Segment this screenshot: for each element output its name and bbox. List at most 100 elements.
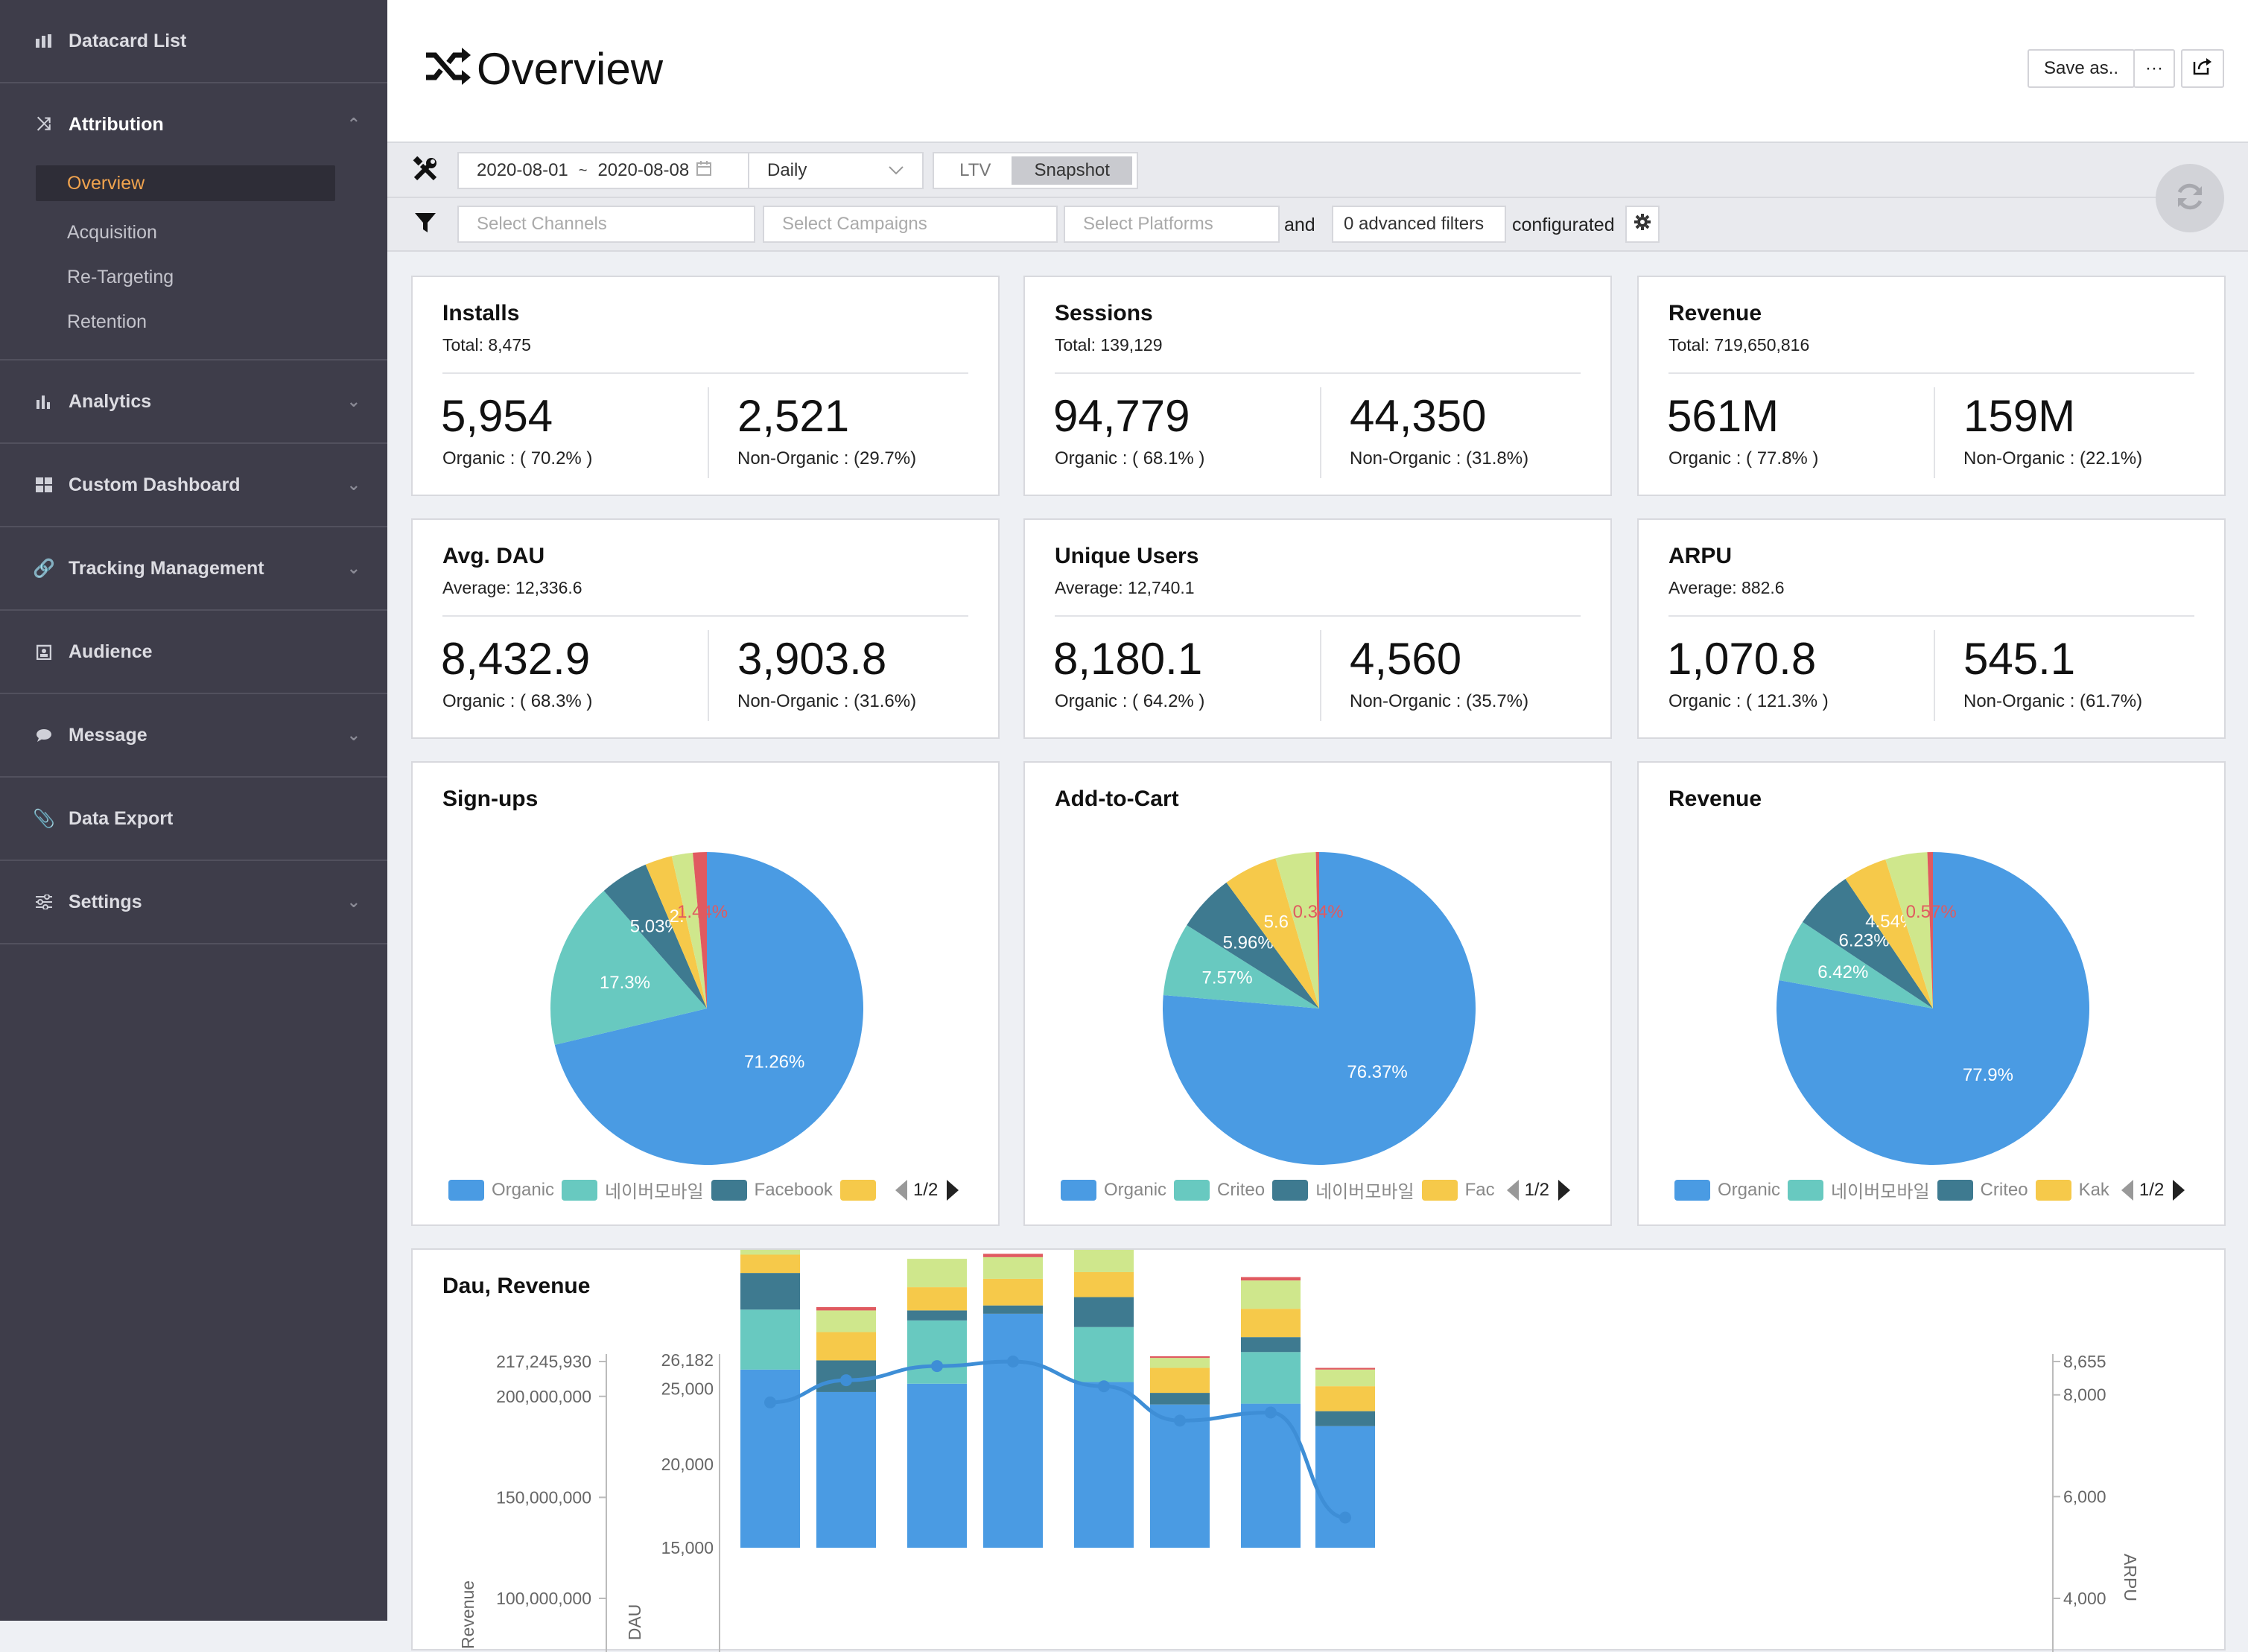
- bar-segment[interactable]: [983, 1278, 1043, 1306]
- pie-slice[interactable]: [1163, 925, 1319, 1008]
- bar-segment[interactable]: [907, 1320, 967, 1384]
- pie-slice[interactable]: [1802, 878, 1933, 1008]
- sidebar-item-audience[interactable]: Audience: [0, 611, 387, 693]
- revenue-point[interactable]: [1007, 1356, 1019, 1367]
- bar-segment[interactable]: [1315, 1411, 1375, 1426]
- bar-segment[interactable]: [1074, 1327, 1134, 1382]
- revenue-point[interactable]: [1098, 1380, 1110, 1393]
- next-page-icon[interactable]: [1558, 1179, 1570, 1201]
- pie-slice[interactable]: [1315, 852, 1319, 1008]
- bar-segment[interactable]: [1150, 1356, 1210, 1359]
- revenue-point[interactable]: [1339, 1511, 1351, 1524]
- legend-item[interactable]: Criteo: [1937, 1179, 2028, 1201]
- pie-slice[interactable]: [645, 856, 707, 1008]
- bar-segment[interactable]: [740, 1250, 800, 1255]
- bar-segment[interactable]: [983, 1257, 1043, 1279]
- bar-segment[interactable]: [1241, 1337, 1301, 1353]
- bar-segment[interactable]: [1315, 1367, 1375, 1370]
- next-page-icon[interactable]: [947, 1179, 959, 1201]
- bar-segment[interactable]: [907, 1287, 967, 1311]
- select-campaigns-input[interactable]: Select Campaigns: [763, 206, 1058, 243]
- bar-segment[interactable]: [1150, 1393, 1210, 1405]
- bar-segment[interactable]: [1150, 1367, 1210, 1394]
- pie-slice[interactable]: [603, 864, 707, 1008]
- bar-segment[interactable]: [740, 1273, 800, 1310]
- filter-settings-button[interactable]: [1625, 206, 1660, 243]
- sidebar-item-data-export[interactable]: 📎 Data Export: [0, 778, 387, 860]
- sidebar-item-analytics[interactable]: Analytics ⌄: [0, 360, 387, 442]
- sidebar-item-tracking-management[interactable]: 🔗 Tracking Management ⌄: [0, 527, 387, 609]
- advanced-filters-button[interactable]: 0 advanced filters: [1332, 206, 1506, 243]
- revenue-point[interactable]: [840, 1374, 852, 1387]
- more-button[interactable]: ···: [2133, 49, 2175, 88]
- bar-segment[interactable]: [907, 1310, 967, 1321]
- legend-item[interactable]: Facebook: [711, 1179, 833, 1201]
- bar-segment[interactable]: [907, 1259, 967, 1288]
- revenue-point[interactable]: [764, 1396, 776, 1408]
- bar-segment[interactable]: [1315, 1386, 1375, 1411]
- legend-item[interactable]: 네이버모바일: [1272, 1177, 1414, 1203]
- pie-slice[interactable]: [1845, 859, 1933, 1008]
- bar-segment[interactable]: [1241, 1309, 1301, 1338]
- ltv-tab[interactable]: LTV: [959, 160, 991, 180]
- legend-item[interactable]: 네이버모바일: [562, 1177, 704, 1203]
- bar-segment[interactable]: [1241, 1277, 1301, 1281]
- legend-item[interactable]: [839, 1179, 883, 1201]
- bar-segment[interactable]: [740, 1254, 800, 1274]
- bar-segment[interactable]: [1074, 1271, 1134, 1297]
- pie-slice[interactable]: [1226, 858, 1320, 1008]
- legend-item[interactable]: Fac: [1421, 1179, 1495, 1201]
- share-button[interactable]: [2181, 49, 2224, 88]
- bar-segment[interactable]: [740, 1309, 800, 1370]
- sidebar-item-message[interactable]: Message ⌄: [0, 694, 387, 776]
- bar-segment[interactable]: [1241, 1280, 1301, 1309]
- prev-page-icon[interactable]: [2121, 1179, 2133, 1201]
- next-page-icon[interactable]: [2173, 1179, 2185, 1201]
- pie-slice[interactable]: [1275, 852, 1319, 1008]
- bar-segment[interactable]: [740, 1369, 800, 1548]
- bar-segment[interactable]: [983, 1254, 1043, 1257]
- bar-segment[interactable]: [816, 1332, 876, 1361]
- bar-segment[interactable]: [983, 1305, 1043, 1314]
- pie-slice[interactable]: [1885, 852, 1933, 1008]
- sidebar-item-attribution[interactable]: ⤨ Attribution ⌃: [0, 83, 387, 165]
- bar-segment[interactable]: [816, 1306, 876, 1311]
- pie-slice[interactable]: [1187, 882, 1319, 1008]
- bar-segment[interactable]: [1150, 1404, 1210, 1548]
- bar-segment[interactable]: [1241, 1352, 1301, 1404]
- pie-slice[interactable]: [1927, 852, 1933, 1008]
- legend-item[interactable]: Kak: [2035, 1179, 2109, 1201]
- bar-segment[interactable]: [907, 1383, 967, 1548]
- select-channels-input[interactable]: Select Channels: [457, 206, 755, 243]
- sidebar-item-datacard-list[interactable]: Datacard List: [0, 0, 387, 82]
- bar-segment[interactable]: [1315, 1426, 1375, 1548]
- bar-segment[interactable]: [816, 1391, 876, 1548]
- sidebar-item-custom-dashboard[interactable]: Custom Dashboard ⌄: [0, 444, 387, 526]
- legend-item[interactable]: 네이버모바일: [1788, 1177, 1930, 1203]
- bar-segment[interactable]: [983, 1313, 1043, 1548]
- bar-segment[interactable]: [1074, 1382, 1134, 1548]
- pie-slice[interactable]: [1779, 921, 1933, 1008]
- pie-slice[interactable]: [550, 890, 707, 1045]
- bar-segment[interactable]: [1074, 1250, 1134, 1272]
- legend-item[interactable]: Organic: [448, 1179, 554, 1201]
- legend-item[interactable]: Organic: [1674, 1179, 1780, 1201]
- legend-item[interactable]: Organic: [1061, 1179, 1166, 1201]
- sidebar-item-settings[interactable]: Settings ⌄: [0, 861, 387, 943]
- sidebar-subitem-re-targeting[interactable]: Re-Targeting: [67, 266, 174, 287]
- save-as-button[interactable]: Save as..: [2028, 49, 2135, 88]
- pie-slice[interactable]: [554, 852, 864, 1165]
- bar-segment[interactable]: [816, 1310, 876, 1332]
- revenue-point[interactable]: [1265, 1406, 1277, 1419]
- pie-slice[interactable]: [671, 852, 707, 1008]
- bar-segment[interactable]: [1150, 1358, 1210, 1368]
- sidebar-subitem-acquisition[interactable]: Acquisition: [67, 221, 157, 243]
- pie-slice[interactable]: [693, 852, 707, 1008]
- period-select[interactable]: Daily: [748, 152, 924, 189]
- revenue-point[interactable]: [1174, 1414, 1186, 1427]
- prev-page-icon[interactable]: [1506, 1179, 1519, 1201]
- snapshot-tab[interactable]: Snapshot: [1012, 156, 1132, 185]
- sidebar-subitem-overview[interactable]: Overview: [36, 165, 335, 201]
- refresh-button[interactable]: [2156, 164, 2224, 232]
- legend-item[interactable]: Criteo: [1174, 1179, 1265, 1201]
